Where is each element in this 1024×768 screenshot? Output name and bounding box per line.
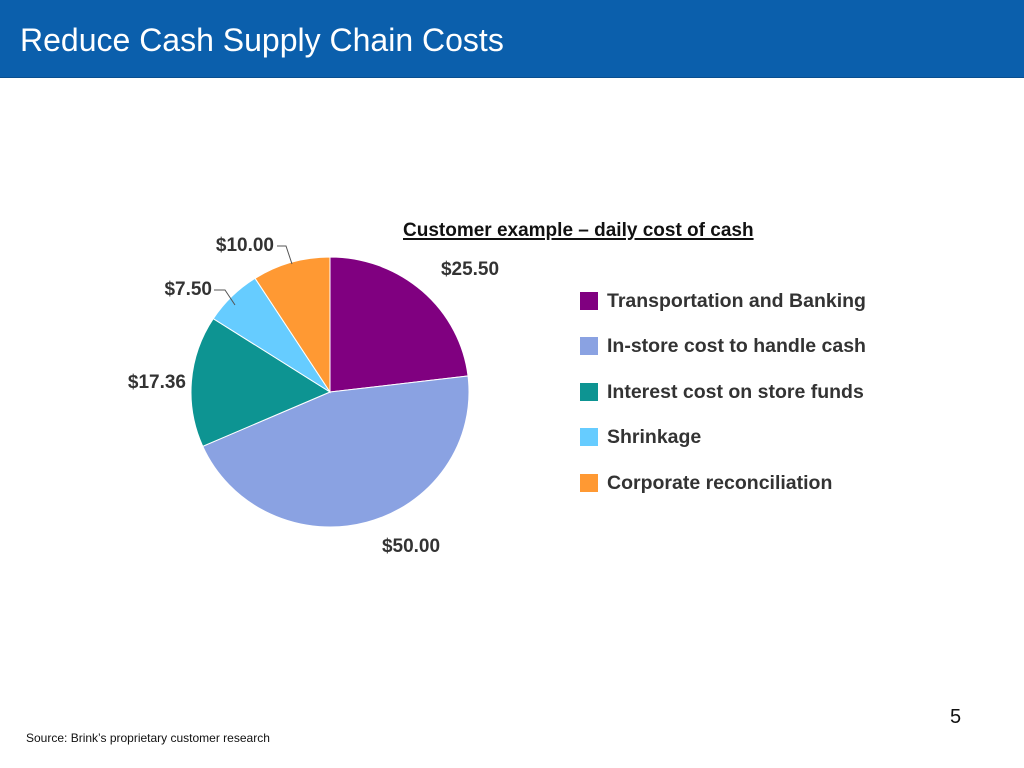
legend-label-transportation-and-banking: Transportation and Banking bbox=[607, 289, 866, 312]
leader-line-shrinkage bbox=[214, 289, 236, 306]
legend-swatch-transportation-and-banking bbox=[580, 291, 598, 310]
legend-label-interest-cost: Interest cost on store funds bbox=[607, 380, 864, 403]
data-label-corporate-reconciliation: $10.00 bbox=[216, 235, 274, 256]
chart-title: Customer example – daily cost of cash bbox=[403, 220, 754, 241]
legend-label-shrinkage: Shrinkage bbox=[607, 426, 702, 449]
data-label-interest-cost-on-store-funds: $17.36 bbox=[128, 372, 186, 393]
legend-label-corporate-reconciliation: Corporate reconciliation bbox=[607, 471, 833, 494]
data-label-in-store-cost-to-handle-cash: $50.00 bbox=[382, 536, 440, 557]
source-note: Source: Brink’s proprietary customer res… bbox=[26, 731, 270, 745]
legend-swatch-interest-cost bbox=[580, 382, 598, 401]
legend-item-interest-cost: Interest cost on store funds bbox=[580, 369, 866, 415]
legend-item-transportation-and-banking: Transportation and Banking bbox=[580, 278, 866, 324]
pie-slice-interest-cost-on-store-funds bbox=[190, 317, 332, 447]
legend-label-in-store-cost: In-store cost to handle cash bbox=[607, 335, 866, 358]
pie-slice-transportation-and-banking bbox=[329, 256, 469, 393]
legend-swatch-in-store-cost bbox=[580, 337, 598, 356]
chart-legend: Transportation and Banking In-store cost… bbox=[580, 278, 866, 506]
legend-item-corporate-reconciliation: Corporate reconciliation bbox=[580, 460, 866, 506]
legend-swatch-corporate-reconciliation bbox=[580, 473, 598, 492]
slide-header: Reduce Cash Supply Chain Costs bbox=[0, 0, 1024, 78]
data-label-shrinkage: $7.50 bbox=[164, 279, 212, 300]
legend-item-in-store-cost: In-store cost to handle cash bbox=[580, 324, 866, 370]
legend-item-shrinkage: Shrinkage bbox=[580, 415, 866, 461]
slide-title: Reduce Cash Supply Chain Costs bbox=[20, 22, 504, 58]
pie-slice-in-store-cost-to-handle-cash bbox=[202, 375, 470, 528]
data-label-transportation-and-banking: $25.50 bbox=[441, 259, 499, 280]
legend-swatch-shrinkage bbox=[580, 428, 598, 447]
leader-line-corporate-reconciliation bbox=[277, 245, 293, 265]
page-number: 5 bbox=[950, 706, 962, 728]
